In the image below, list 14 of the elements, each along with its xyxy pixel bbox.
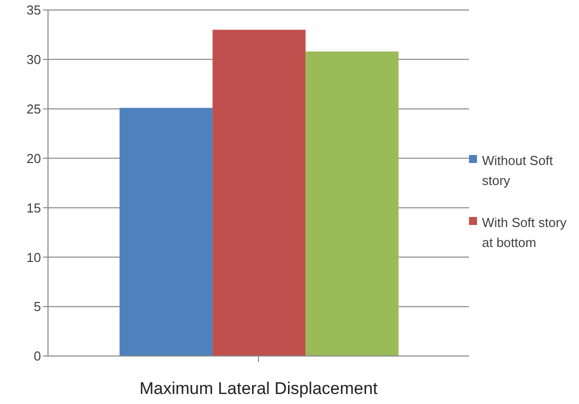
bar (306, 52, 399, 356)
y-tick-label: 10 (26, 250, 41, 265)
y-tick-label: 0 (34, 348, 41, 364)
y-tick-label: 30 (26, 52, 41, 68)
y-tick-label: 25 (26, 101, 41, 116)
bar (120, 108, 213, 356)
x-axis-title: Maximum Lateral Displacement (139, 379, 378, 398)
y-tick-label: 15 (26, 200, 41, 216)
legend-label: Without Soft story (482, 152, 554, 190)
y-tick-label: 5 (34, 299, 41, 314)
y-tick-label: 20 (26, 150, 41, 166)
y-tick-label: 35 (26, 2, 41, 18)
legend-label: With Soft story at bottom (482, 214, 568, 252)
bar (212, 30, 306, 356)
